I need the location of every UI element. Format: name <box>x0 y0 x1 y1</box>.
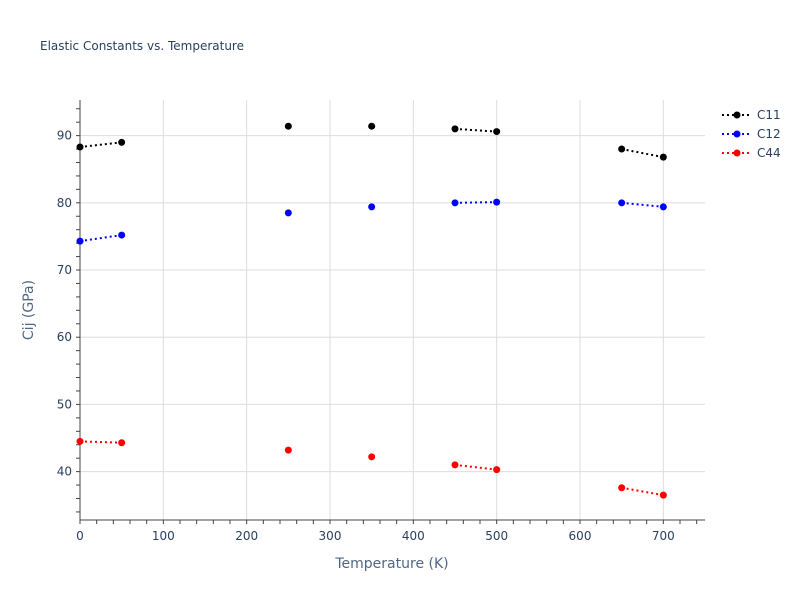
series-c12 <box>76 198 667 245</box>
y-axis-title: Cij (GPa) <box>21 280 37 340</box>
y-tick-label: 80 <box>57 196 72 210</box>
x-tick-label: 500 <box>485 529 508 543</box>
legend-marker <box>733 149 741 157</box>
data-point <box>76 237 84 245</box>
data-point <box>659 203 667 211</box>
series-line-segment <box>454 463 497 471</box>
data-point <box>118 138 126 146</box>
x-axis-ticks: 0 100 200 300 400 500 600 700 <box>76 529 675 543</box>
x-tick-label: 0 <box>76 529 84 543</box>
data-point <box>76 437 84 445</box>
data-point <box>618 145 626 153</box>
series-c44 <box>76 437 667 499</box>
y-tick-label: 90 <box>57 129 72 143</box>
series-line-segment <box>454 127 497 133</box>
data-point <box>368 453 376 461</box>
data-point <box>118 439 126 447</box>
chart-title: Elastic Constants vs. Temperature <box>40 39 244 53</box>
data-point <box>368 203 376 211</box>
data-point <box>618 199 626 207</box>
series-line-segment <box>621 486 664 497</box>
data-point <box>659 153 667 161</box>
legend[interactable]: C11 C12 C44 <box>722 108 781 160</box>
series-line-segment <box>79 141 122 149</box>
x-tick-label: 300 <box>319 529 342 543</box>
data-point <box>284 446 292 454</box>
y-tick-label: 70 <box>57 263 72 277</box>
data-point <box>118 231 126 239</box>
y-tick-label: 40 <box>57 465 72 479</box>
series-line-segment <box>79 440 122 444</box>
legend-marker <box>733 130 741 138</box>
y-tick-label: 60 <box>57 330 72 344</box>
data-point <box>76 143 84 151</box>
data-point <box>284 209 292 217</box>
series-line-segment <box>79 234 122 243</box>
x-tick-label: 100 <box>152 529 175 543</box>
series-c11 <box>76 122 667 161</box>
legend-label: C44 <box>757 146 781 160</box>
legend-label: C12 <box>757 127 781 141</box>
plot-area <box>76 122 667 499</box>
legend-label: C11 <box>757 108 781 122</box>
data-point <box>368 122 376 130</box>
data-point <box>493 198 501 206</box>
x-tick-label: 400 <box>402 529 425 543</box>
legend-item-c44[interactable]: C44 <box>722 146 781 160</box>
data-point <box>659 491 667 499</box>
series-line-segment <box>621 148 664 159</box>
data-point <box>618 484 626 492</box>
axes <box>76 100 705 524</box>
data-point <box>493 128 501 136</box>
data-point <box>451 199 459 207</box>
legend-marker <box>733 111 741 119</box>
data-point <box>451 125 459 133</box>
legend-item-c12[interactable]: C12 <box>722 127 781 141</box>
series-line-segment <box>621 201 664 208</box>
x-tick-label: 700 <box>652 529 675 543</box>
x-tick-label: 600 <box>569 529 592 543</box>
y-tick-label: 50 <box>57 397 72 411</box>
series-line-segment <box>454 201 497 204</box>
gridlines <box>80 100 705 520</box>
data-point <box>451 461 459 469</box>
x-tick-label: 200 <box>235 529 258 543</box>
data-point <box>493 466 501 474</box>
y-axis-ticks: 40 50 60 70 80 90 <box>57 129 72 479</box>
data-point <box>284 122 292 130</box>
x-axis-title: Temperature (K) <box>334 556 448 572</box>
legend-item-c11[interactable]: C11 <box>722 108 781 122</box>
